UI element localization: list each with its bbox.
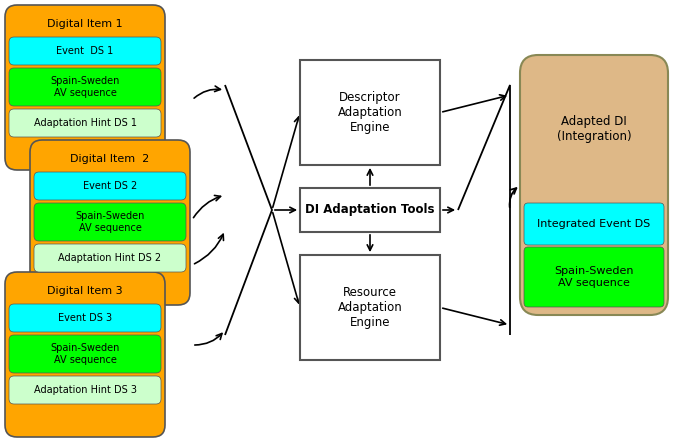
FancyBboxPatch shape <box>34 203 186 241</box>
FancyBboxPatch shape <box>5 5 165 170</box>
Text: Integrated Event DS: Integrated Event DS <box>537 219 651 229</box>
FancyBboxPatch shape <box>9 37 161 65</box>
Text: Adaptation Hint DS 2: Adaptation Hint DS 2 <box>59 253 161 263</box>
FancyBboxPatch shape <box>524 203 664 245</box>
Text: Digital Item 1: Digital Item 1 <box>47 19 123 29</box>
FancyBboxPatch shape <box>9 376 161 404</box>
FancyBboxPatch shape <box>30 140 190 305</box>
FancyBboxPatch shape <box>300 188 440 232</box>
Text: Event  DS 1: Event DS 1 <box>57 46 113 56</box>
FancyBboxPatch shape <box>34 172 186 200</box>
FancyBboxPatch shape <box>9 68 161 106</box>
Text: Digital Item  2: Digital Item 2 <box>70 154 150 164</box>
Text: Spain-Sweden
AV sequence: Spain-Sweden AV sequence <box>51 343 119 365</box>
Text: Resource
Adaptation
Engine: Resource Adaptation Engine <box>338 286 402 329</box>
Text: Descriptor
Adaptation
Engine: Descriptor Adaptation Engine <box>338 91 402 134</box>
Text: Spain-Sweden
AV sequence: Spain-Sweden AV sequence <box>51 76 119 98</box>
Text: Adapted DI
(Integration): Adapted DI (Integration) <box>557 115 631 143</box>
Text: Adaptation Hint DS 3: Adaptation Hint DS 3 <box>34 385 136 395</box>
FancyBboxPatch shape <box>524 247 664 307</box>
FancyBboxPatch shape <box>5 272 165 437</box>
FancyBboxPatch shape <box>9 335 161 373</box>
FancyBboxPatch shape <box>300 60 440 165</box>
FancyBboxPatch shape <box>9 304 161 332</box>
Text: DI Adaptation Tools: DI Adaptation Tools <box>305 203 435 216</box>
Text: Digital Item 3: Digital Item 3 <box>47 286 123 296</box>
Text: Event DS 2: Event DS 2 <box>83 181 137 191</box>
FancyBboxPatch shape <box>520 55 668 315</box>
FancyBboxPatch shape <box>300 255 440 360</box>
Text: Spain-Sweden
AV sequence: Spain-Sweden AV sequence <box>554 266 634 288</box>
Text: Adaptation Hint DS 1: Adaptation Hint DS 1 <box>34 118 136 128</box>
Text: Spain-Sweden
AV sequence: Spain-Sweden AV sequence <box>76 211 144 233</box>
FancyBboxPatch shape <box>34 244 186 272</box>
FancyBboxPatch shape <box>9 109 161 137</box>
Text: Event DS 3: Event DS 3 <box>58 313 112 323</box>
